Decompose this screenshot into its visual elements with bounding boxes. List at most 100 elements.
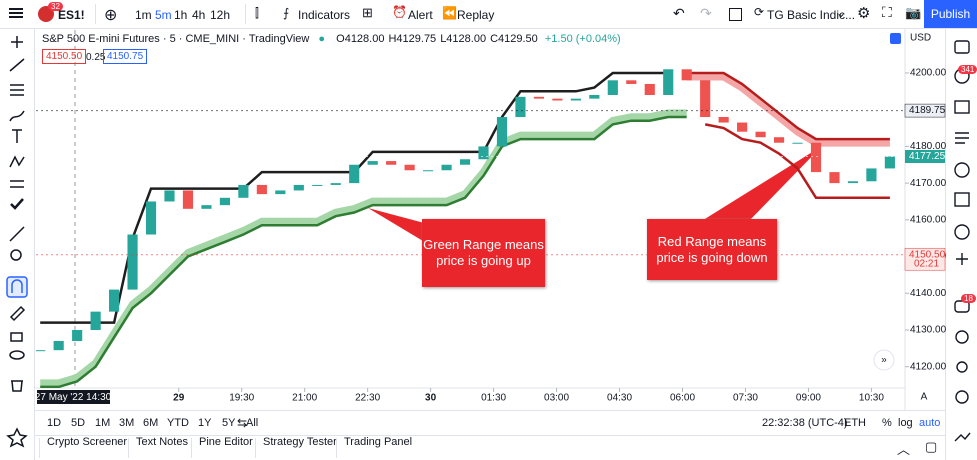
candle	[515, 96, 526, 118]
range-button[interactable]: 1D	[47, 417, 62, 429]
range-button[interactable]: 3M	[119, 417, 135, 429]
trash-tool[interactable]	[11, 380, 23, 392]
maximize-icon[interactable]: ▢	[925, 439, 938, 454]
sidebar-icons	[954, 40, 971, 442]
expand-icon[interactable]	[954, 432, 971, 442]
snapshot-icon[interactable]: 📷	[905, 5, 922, 20]
signal-icon[interactable]	[956, 361, 968, 373]
range-button[interactable]: All	[246, 417, 259, 429]
range-button[interactable]: 1M	[95, 417, 111, 429]
favorites-tool[interactable]	[6, 427, 28, 448]
currency[interactable]: USD	[910, 33, 931, 44]
hotlist-icon[interactable]	[954, 162, 970, 178]
range-button[interactable]: 1Y	[198, 417, 212, 429]
publish[interactable]: Publish	[924, 0, 977, 28]
x-tick-label: 06:00	[670, 393, 695, 404]
layout-icon[interactable]: ⊞	[362, 5, 373, 20]
candle	[884, 156, 895, 169]
scroll-right-glyph: »	[881, 355, 887, 366]
lock-tool[interactable]	[10, 332, 23, 342]
indicators[interactable]: Indicators	[298, 8, 351, 22]
data-window-icon[interactable]	[955, 132, 969, 144]
candle	[182, 190, 194, 209]
range-button[interactable]: 5D	[71, 417, 86, 429]
panel-tab[interactable]: Text Notes	[136, 436, 188, 448]
ohlc-value: O4128.00	[336, 33, 385, 45]
fib-tool[interactable]	[10, 84, 24, 96]
broker-icon[interactable]	[955, 330, 969, 344]
clock: 22:32:38 (UTC-4)	[762, 417, 848, 429]
sell-price[interactable]: 4150.50	[42, 49, 87, 64]
ruler-tool[interactable]	[9, 226, 25, 242]
x-tick-label: 09:00	[796, 393, 821, 404]
undo[interactable]: ↶	[673, 5, 685, 21]
crosshair-tool[interactable]	[11, 36, 23, 48]
percent-toggle[interactable]: %	[882, 417, 892, 429]
range-button[interactable]: 5Y	[222, 417, 236, 429]
panel-tab[interactable]: Strategy Tester	[263, 436, 337, 448]
check-tool[interactable]	[10, 198, 24, 210]
buy-price[interactable]: 4150.75	[103, 49, 148, 64]
dropdown[interactable]: ⌄	[836, 6, 847, 20]
interval[interactable]: 5m	[155, 8, 172, 22]
replay[interactable]: Replay	[457, 8, 495, 22]
drawing-toolbar	[0, 29, 35, 460]
goto-date-icon[interactable]: ⇆	[237, 416, 248, 430]
auto-scale[interactable]: A	[921, 392, 928, 403]
fullscreen-icon[interactable]: ⛶	[882, 4, 892, 20]
candle	[367, 161, 378, 165]
add-icon[interactable]: ⊕	[104, 7, 118, 24]
y-tick-label: 4120.00	[910, 361, 947, 372]
chart-type-icon[interactable]: ⫿	[255, 6, 259, 20]
ideas-icon[interactable]	[954, 224, 970, 240]
candle	[737, 122, 748, 132]
log-toggle[interactable]: log	[898, 417, 913, 429]
pattern-tool[interactable]	[9, 155, 25, 168]
candle	[810, 142, 822, 173]
change: +1.50 (+0.04%)	[544, 33, 621, 45]
auto-toggle[interactable]: auto	[919, 417, 941, 429]
interval[interactable]: 12h	[210, 8, 231, 22]
collapse-icon[interactable]: ︿	[897, 442, 911, 457]
candle	[478, 146, 489, 160]
session[interactable]: ETH	[844, 417, 866, 429]
interval[interactable]: 4h	[192, 8, 206, 22]
alert[interactable]: Alert	[408, 8, 433, 22]
lock-draw-tool[interactable]	[9, 305, 26, 322]
redo[interactable]: ↷	[700, 5, 712, 21]
help-icon[interactable]	[955, 390, 969, 404]
news-icon[interactable]	[954, 100, 970, 114]
magnet-glyph	[11, 279, 23, 293]
template[interactable]: TG Basic Indic...	[767, 8, 856, 22]
object-tree-button[interactable]	[890, 33, 901, 44]
x-tick-label: 21:00	[292, 393, 317, 404]
right-sidebar: 341 18	[945, 29, 977, 460]
symbol[interactable]: ES1!	[58, 8, 85, 22]
bottom-panel-tabs: ︿ ▢ Crypto Screener Text Notes Pine Editor…	[35, 435, 945, 460]
candle	[496, 117, 508, 147]
watchlist-icon[interactable]	[954, 40, 970, 54]
candle	[238, 184, 249, 198]
settings-icon[interactable]: ⚙	[857, 5, 871, 22]
range-button[interactable]: 6M	[143, 417, 159, 429]
calendar-icon[interactable]	[954, 192, 970, 207]
panel-tab[interactable]: Pine Editor	[199, 436, 253, 448]
visibility-tool[interactable]	[9, 350, 25, 360]
range-button[interactable]: YTD	[167, 417, 189, 429]
interval[interactable]: 1m	[135, 8, 152, 22]
prediction-tool[interactable]	[10, 180, 24, 188]
scroll-right-button[interactable]	[873, 349, 895, 371]
trendline-tool[interactable]	[9, 58, 25, 72]
streams-icon[interactable]	[956, 253, 968, 265]
zoom-tool[interactable]	[10, 249, 22, 261]
brush-tool[interactable]	[9, 110, 25, 122]
annotation-text: Red Range means price is going down	[656, 233, 768, 265]
menu-icon[interactable]	[9, 8, 23, 10]
interval[interactable]: 1h	[174, 8, 188, 22]
panel-tab[interactable]: Crypto Screener	[47, 436, 128, 448]
select-icon[interactable]	[729, 8, 742, 21]
text-tool[interactable]	[12, 129, 22, 143]
candle	[792, 142, 803, 144]
panel-tab[interactable]: Trading Panel	[344, 436, 413, 448]
candle	[404, 164, 415, 171]
